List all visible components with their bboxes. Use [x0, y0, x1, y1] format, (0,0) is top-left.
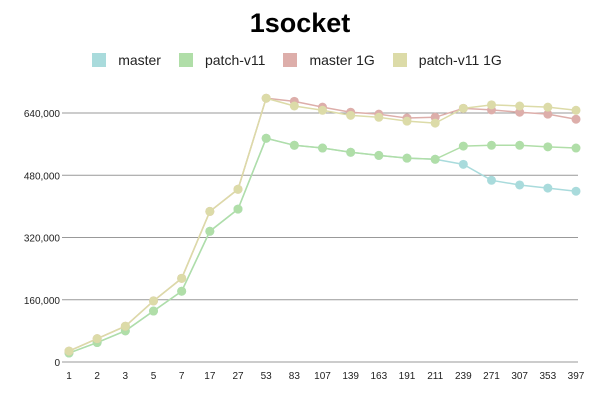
- data-point[interactable]: [318, 143, 327, 153]
- x-tick-label: 353: [539, 371, 556, 382]
- x-tick-label: 139: [342, 371, 359, 382]
- data-point[interactable]: [374, 150, 384, 160]
- x-tick-label: 211: [427, 371, 443, 382]
- data-point[interactable]: [346, 147, 356, 157]
- series-line: [68, 97, 577, 352]
- data-point[interactable]: [261, 93, 271, 103]
- y-tick-label: 480,000: [24, 171, 61, 182]
- legend-item-patch-v11-1g[interactable]: patch-v11 1G: [392, 52, 502, 68]
- data-point[interactable]: [64, 346, 74, 356]
- data-point[interactable]: [233, 184, 243, 194]
- x-tick-label: 1: [66, 371, 72, 382]
- x-tick-label: 2: [94, 371, 100, 382]
- x-tick-label: 163: [370, 371, 387, 382]
- data-point[interactable]: [515, 107, 525, 117]
- x-tick-label: 53: [261, 371, 273, 382]
- series-line: [68, 137, 577, 354]
- data-point[interactable]: [149, 296, 158, 306]
- data-point[interactable]: [487, 100, 496, 110]
- legend-item-patch-v11[interactable]: patch-v11: [178, 52, 266, 68]
- chart-title: 1socket: [249, 8, 351, 38]
- y-tick-label: 320,000: [24, 234, 61, 245]
- data-point[interactable]: [289, 140, 299, 150]
- legend-swatch-patch-v11: [178, 53, 193, 67]
- x-tick-label: 107: [314, 371, 331, 382]
- data-point[interactable]: [177, 286, 187, 296]
- data-point[interactable]: [92, 334, 102, 344]
- x-tick-label: 307: [511, 371, 528, 382]
- x-tick-label: 191: [399, 371, 416, 382]
- series-patch-v11-1g: [64, 93, 581, 356]
- x-tick-label: 7: [179, 371, 185, 382]
- legend-label: patch-v11: [204, 52, 266, 68]
- data-point[interactable]: [515, 180, 525, 190]
- y-tick-label: 0: [54, 358, 60, 369]
- data-point[interactable]: [430, 118, 440, 128]
- x-tick-label: 3: [123, 371, 129, 382]
- data-point[interactable]: [487, 140, 496, 150]
- x-tick-label: 5: [151, 371, 157, 382]
- data-point[interactable]: [149, 306, 158, 316]
- data-point[interactable]: [458, 103, 468, 113]
- series-lines: [64, 93, 581, 358]
- x-tick-label: 27: [232, 371, 244, 382]
- legend-swatch-master-1g: [283, 53, 298, 67]
- legend: master patch-v11 master 1G patch-v11 1G: [0, 52, 600, 68]
- x-tick-label: 397: [568, 371, 585, 382]
- data-point[interactable]: [571, 114, 581, 124]
- legend-item-master[interactable]: master: [92, 52, 161, 68]
- data-point[interactable]: [374, 112, 384, 122]
- data-point[interactable]: [177, 273, 187, 283]
- data-point[interactable]: [402, 116, 412, 126]
- data-point[interactable]: [205, 206, 215, 216]
- data-point[interactable]: [543, 183, 553, 193]
- series-master-1g: [64, 93, 581, 356]
- data-point[interactable]: [233, 204, 243, 214]
- legend-label: master: [118, 52, 161, 68]
- data-point[interactable]: [487, 175, 496, 185]
- x-axis: 1 2 3 5 7 17 27 53 83 107 139 163 191 211 239 271 307 353…: [66, 371, 585, 382]
- y-tick-label: 640,000: [24, 109, 61, 120]
- legend-swatch-master: [92, 53, 107, 67]
- data-point[interactable]: [543, 102, 553, 112]
- data-point[interactable]: [543, 109, 553, 119]
- data-point[interactable]: [571, 105, 581, 115]
- series-patch-v11: [64, 133, 581, 358]
- data-point[interactable]: [458, 159, 468, 169]
- data-point[interactable]: [458, 141, 468, 151]
- data-point[interactable]: [515, 101, 525, 111]
- data-point[interactable]: [346, 110, 356, 120]
- data-point[interactable]: [430, 154, 440, 164]
- x-tick-label: 17: [204, 371, 216, 382]
- x-tick-label: 271: [483, 371, 500, 382]
- series-line: [68, 97, 577, 352]
- x-tick-label: 239: [455, 371, 472, 382]
- data-point[interactable]: [318, 105, 327, 115]
- data-point[interactable]: [120, 321, 130, 331]
- legend-label: master 1G: [309, 52, 375, 68]
- data-point[interactable]: [515, 140, 525, 150]
- series-line: [68, 137, 577, 354]
- y-tick-label: 160,000: [24, 296, 61, 307]
- data-point[interactable]: [289, 101, 299, 111]
- y-axis: 0 160,000 320,000 480,000 640,000: [24, 109, 61, 369]
- legend-swatch-patch-v11-1g: [392, 53, 407, 67]
- data-point[interactable]: [402, 153, 412, 163]
- legend-label: patch-v11 1G: [418, 52, 502, 68]
- series-master: [64, 133, 581, 358]
- data-point[interactable]: [261, 133, 271, 143]
- x-tick-label: 83: [289, 371, 301, 382]
- data-point[interactable]: [205, 226, 215, 236]
- data-point[interactable]: [543, 142, 553, 152]
- data-point[interactable]: [571, 186, 581, 196]
- data-point[interactable]: [571, 143, 581, 153]
- legend-item-master-1g[interactable]: master 1G: [283, 52, 375, 68]
